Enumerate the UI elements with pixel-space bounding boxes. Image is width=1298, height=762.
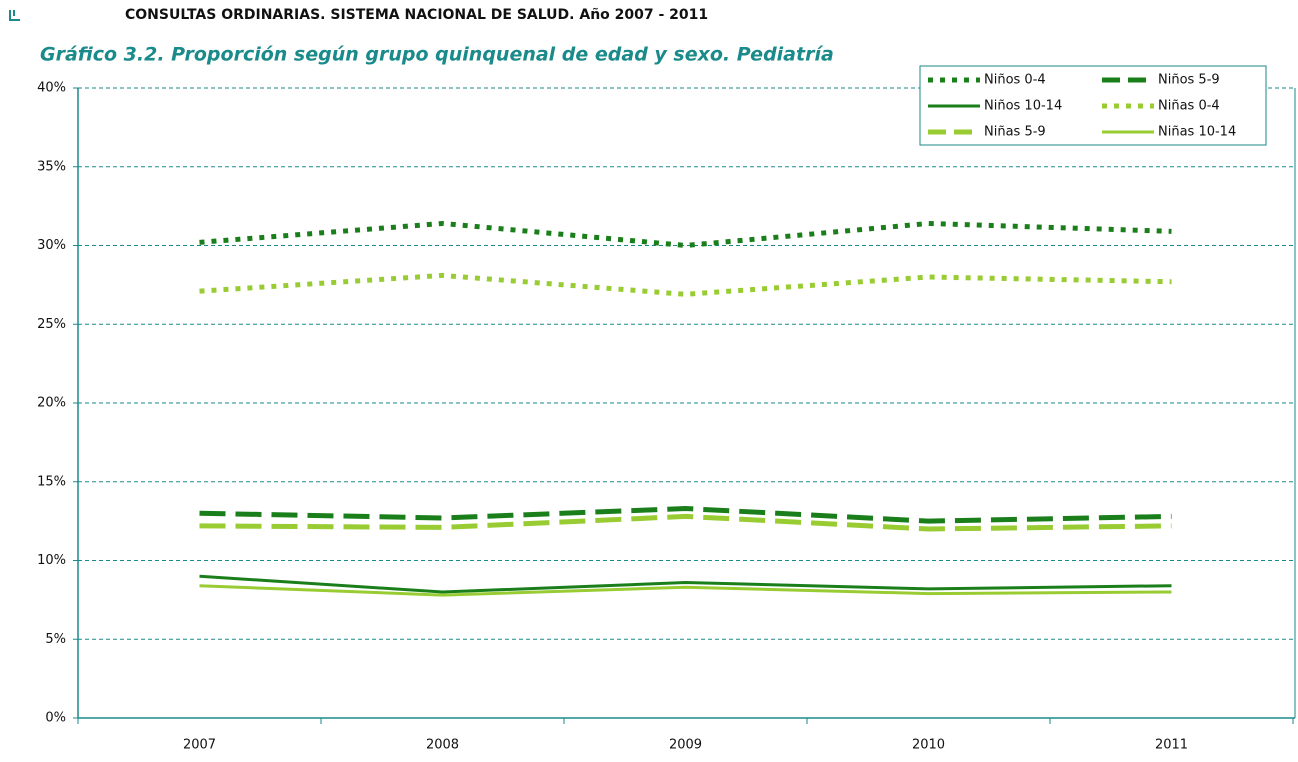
y-tick-label: 20% <box>37 396 66 411</box>
x-tick-label: 2011 <box>1155 738 1188 753</box>
y-tick-label: 15% <box>37 474 66 489</box>
series-line <box>199 220 1172 249</box>
x-tick-label: 2009 <box>669 738 702 753</box>
series-line <box>199 574 1172 594</box>
legend-label: Niños 5-9 <box>1158 73 1220 88</box>
y-tick-label: 10% <box>37 553 66 568</box>
chart-title: Gráfico 3.2. Proporción según grupo quin… <box>40 44 834 66</box>
y-tick-label: 0% <box>45 711 66 726</box>
y-tick-label: 5% <box>45 632 66 647</box>
series-line <box>199 272 1172 297</box>
legend-label: Niñas 10-14 <box>1158 125 1236 140</box>
x-tick-label: 2007 <box>183 738 216 753</box>
icon <box>9 10 20 21</box>
series-line <box>199 513 1172 532</box>
series-line <box>199 584 1172 597</box>
y-tick-label: 35% <box>37 159 66 174</box>
x-tick-label: 2008 <box>426 738 459 753</box>
legend-label: Niños 10-14 <box>984 99 1062 114</box>
series-line <box>199 506 1172 524</box>
header: CONSULTAS ORDINARIAS. SISTEMA NACIONAL D… <box>125 7 708 23</box>
y-tick-label: 25% <box>37 317 66 332</box>
y-tick-label: 40% <box>37 81 66 96</box>
x-tick-label: 2010 <box>912 738 945 753</box>
legend-label: Niños 0-4 <box>984 73 1046 88</box>
legend-label: Niñas 0-4 <box>1158 99 1220 114</box>
y-tick-label: 30% <box>37 238 66 253</box>
legend-label: Niñas 5-9 <box>984 125 1046 140</box>
